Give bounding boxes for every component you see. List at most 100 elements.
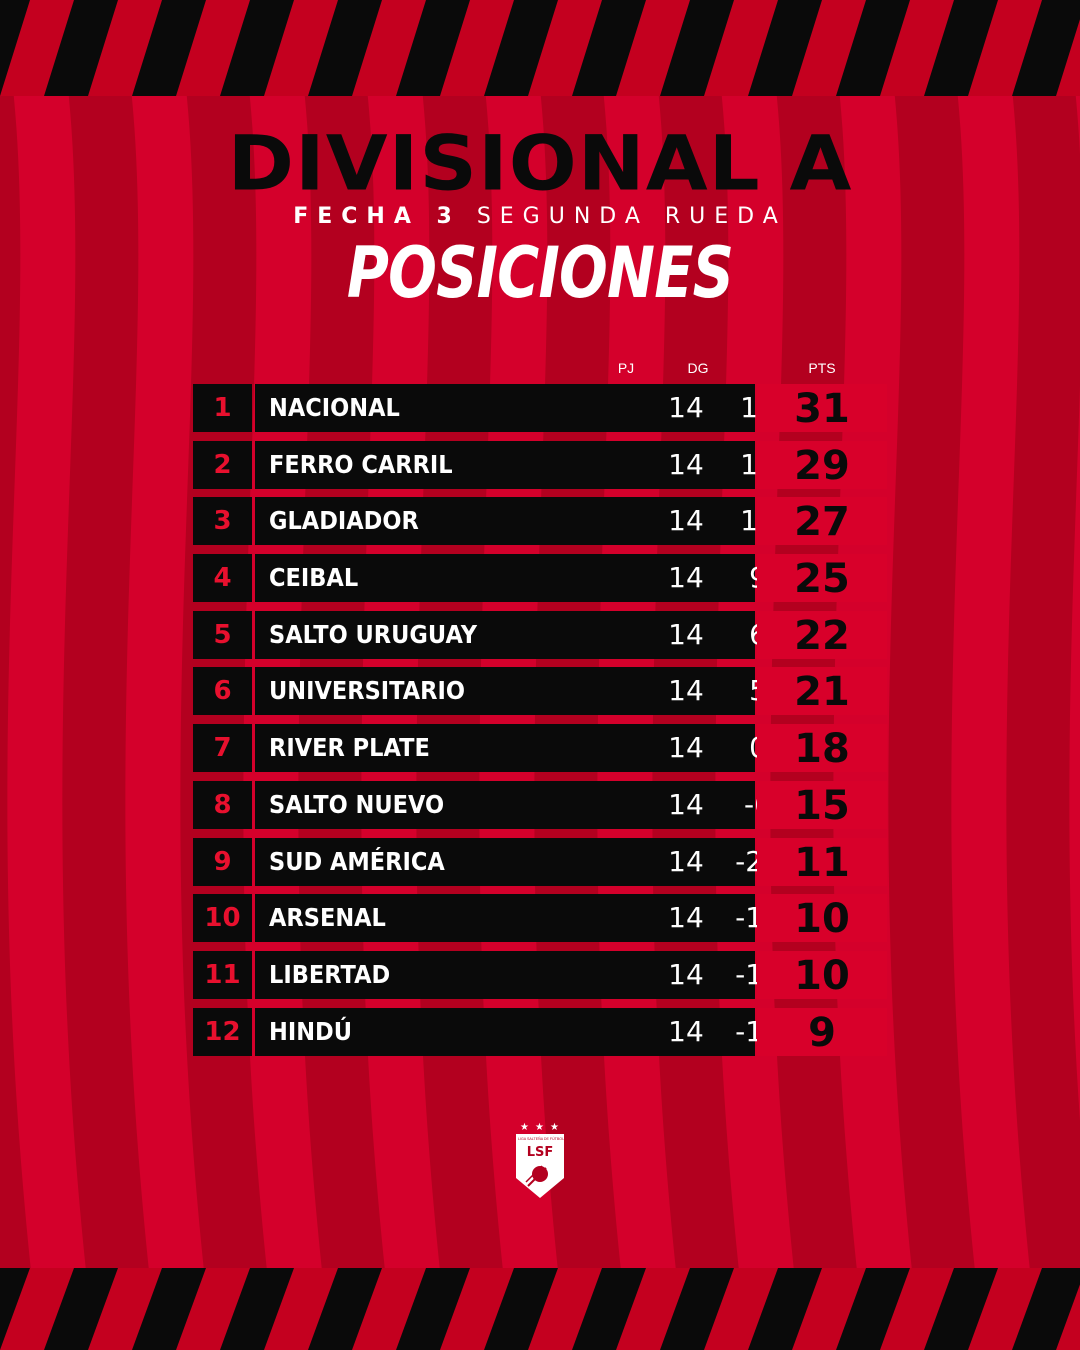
- round-label: FECHA 3: [293, 204, 461, 229]
- team-name: FERRO CARRIL: [269, 449, 453, 479]
- team-name: SALTO URUGUAY: [269, 619, 478, 649]
- band-stripe: [968, 0, 1042, 96]
- position-number: 5: [193, 610, 252, 659]
- team-name: CEIBAL: [269, 563, 359, 593]
- games-played: 14: [668, 391, 704, 424]
- round-subtitle: FECHA 3 SEGUNDA RUEDA: [0, 204, 1080, 229]
- band-stripe: [88, 1268, 162, 1350]
- team-cell: UNIVERSITARIO145: [255, 667, 767, 716]
- bottom-stripe-band: [0, 1268, 1080, 1350]
- points: 9: [757, 1007, 887, 1056]
- points: 18: [757, 724, 887, 773]
- band-stripe: [176, 0, 250, 96]
- games-played: 14: [668, 674, 704, 708]
- team-cell: SALTO URUGUAY146: [255, 610, 767, 659]
- band-stripe: [264, 1268, 338, 1350]
- points: 10: [757, 894, 887, 943]
- games-played: 14: [668, 561, 704, 595]
- position-number: 12: [193, 1007, 252, 1056]
- points: 21: [757, 667, 887, 716]
- position-number: 10: [193, 894, 252, 943]
- team-cell: FERRO CARRIL1414: [255, 440, 776, 489]
- band-stripe: [440, 1268, 514, 1350]
- position-number: 2: [193, 440, 252, 489]
- team-name: ARSENAL: [269, 903, 386, 933]
- background-stripe: [1062, 0, 1080, 1121]
- position-number: 4: [193, 554, 252, 603]
- table-row: 3GLADIADOR141027: [193, 497, 887, 546]
- games-played: 14: [668, 901, 704, 935]
- band-stripe: [0, 0, 74, 96]
- band-stripe: [176, 1268, 250, 1350]
- team-cell: NACIONAL1417: [255, 384, 776, 432]
- page-title: DIVISIONAL A: [227, 119, 853, 208]
- band-stripe: [704, 1268, 778, 1350]
- svg-text:LSF: LSF: [527, 1145, 554, 1160]
- team-cell: RIVER PLATE140: [255, 724, 767, 773]
- title-block: DIVISIONAL A FECHA 3 SEGUNDA RUEDA POSIC…: [0, 118, 1080, 313]
- stage-label: SEGUNDA RUEDA: [476, 204, 787, 229]
- band-stripe: [440, 0, 514, 96]
- team-name: SALTO NUEVO: [269, 789, 445, 819]
- column-header-pj: PJ: [617, 360, 635, 376]
- position-number: 8: [193, 780, 252, 829]
- position-number: 7: [193, 724, 252, 773]
- position-number: 9: [193, 837, 252, 886]
- points: 27: [757, 497, 887, 546]
- points: 10: [757, 950, 887, 999]
- column-header-pts: PTS: [808, 360, 836, 376]
- column-header-dg: DG: [687, 360, 709, 376]
- games-played: 14: [668, 731, 704, 765]
- games-played: 14: [668, 447, 704, 481]
- points: 22: [757, 610, 887, 659]
- team-name: LIBERTAD: [269, 959, 391, 989]
- points: 15: [757, 780, 887, 829]
- background-stripe: [944, 0, 1039, 1350]
- team-name: UNIVERSITARIO: [269, 676, 466, 706]
- background-stripe: [118, 0, 213, 1350]
- position-number: 3: [193, 497, 252, 546]
- table-row: 4CEIBAL14925: [193, 554, 887, 603]
- band-stripe: [880, 1268, 954, 1350]
- team-name: SUD AMÉRICA: [269, 846, 445, 876]
- points: 11: [757, 837, 887, 886]
- band-stripe: [352, 0, 426, 96]
- band-stripe: [792, 0, 866, 96]
- svg-text:LIGA SALTEÑA DE FÚTBOL: LIGA SALTEÑA DE FÚTBOL: [518, 1136, 564, 1141]
- games-played: 14: [668, 787, 704, 821]
- table-row: 1NACIONAL141731: [193, 384, 887, 432]
- svg-text:★: ★: [550, 1122, 559, 1133]
- band-stripe: [968, 1268, 1042, 1350]
- points: 25: [757, 554, 887, 603]
- team-cell: GLADIADOR1410: [255, 497, 776, 546]
- svg-text:★: ★: [520, 1122, 529, 1133]
- band-stripe: [264, 0, 338, 96]
- team-name: NACIONAL: [269, 393, 400, 422]
- band-stripe: [0, 1268, 74, 1350]
- games-played: 14: [668, 1014, 704, 1048]
- band-stripe: [352, 1268, 426, 1350]
- team-name: GLADIADOR: [269, 506, 419, 536]
- band-stripe: [88, 0, 162, 96]
- position-number: 11: [193, 950, 252, 999]
- league-shield-icon: ★ ★ ★ LIGA SALTEÑA DE FÚTBOL LSF: [516, 1122, 564, 1198]
- section-title: POSICIONES: [346, 232, 734, 314]
- svg-text:★: ★: [535, 1122, 544, 1133]
- games-played: 14: [668, 617, 704, 651]
- games-played: 14: [668, 844, 704, 878]
- band-stripe: [616, 0, 690, 96]
- points: 29: [757, 440, 887, 489]
- band-stripe: [528, 1268, 602, 1350]
- band-stripe: [1056, 19, 1080, 96]
- band-stripe: [528, 0, 602, 96]
